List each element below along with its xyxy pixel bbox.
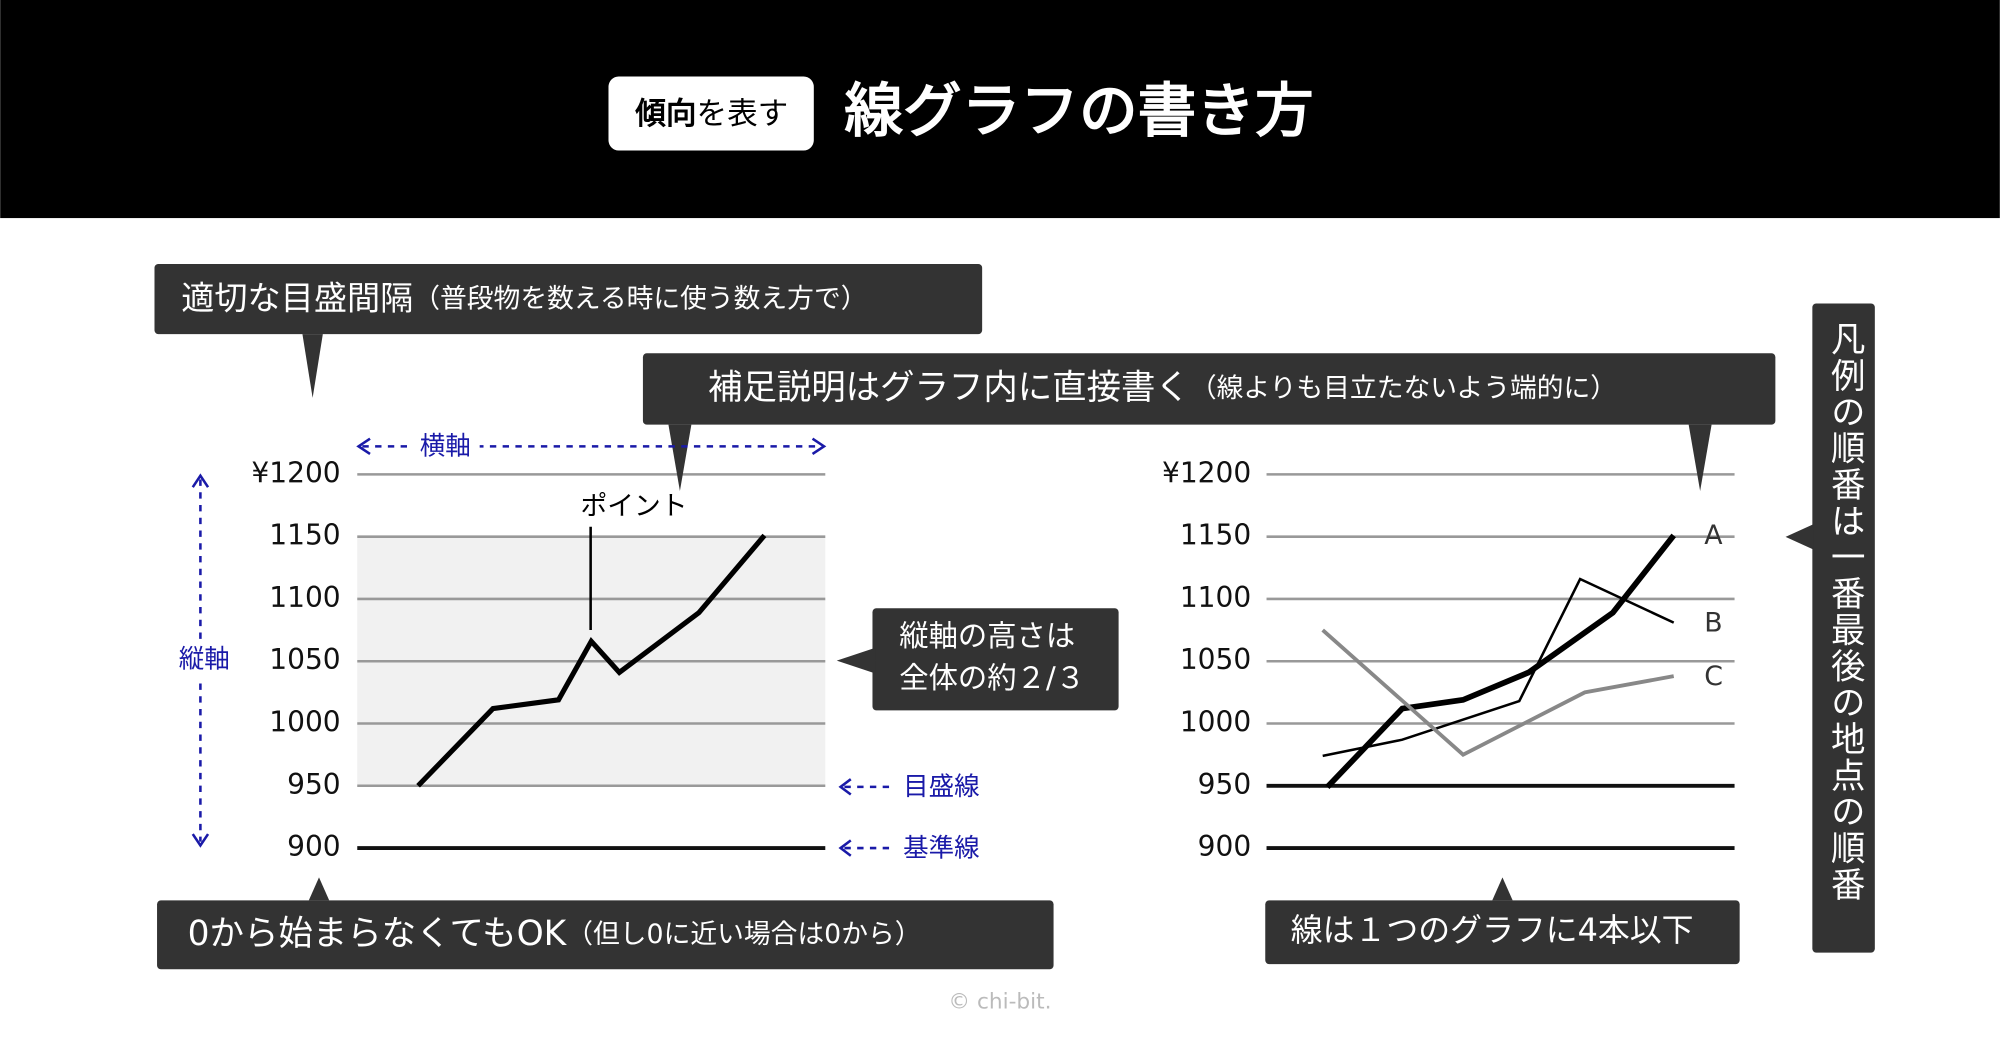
callout-text: 0から始まらなくてもOK（但し0に近い場合は0から） — [188, 913, 922, 953]
badge — [608, 76, 814, 151]
callout-origin: 0から始まらなくてもOK（但し0に近い場合は0から） — [157, 877, 1054, 970]
callout-note: （但し0に近い場合は0から） — [566, 918, 921, 949]
callout-legend-order: 凡例の順番は一番最後の地点の順番 — [1785, 303, 1875, 953]
y-tick-label: 1050 — [269, 643, 340, 676]
series-label: C — [1704, 661, 1723, 692]
baseline-guide-label: 基準線 — [903, 833, 980, 863]
series-label: A — [1704, 520, 1723, 551]
y-tick-label: 1000 — [269, 706, 340, 739]
y-tick-label: 1100 — [1180, 581, 1251, 614]
callout-annotation: 補足説明はグラフ内に直接書く（線よりも目立たないよう端的に） — [642, 353, 1776, 491]
point-label: ポイント — [580, 491, 687, 522]
page-title: 線グラフの書き方 — [844, 77, 1313, 145]
series-label: B — [1704, 607, 1722, 638]
badge-bold: 傾向 — [634, 96, 696, 131]
series-line — [1322, 577, 1675, 758]
x-axis-guide-label: 横軸 — [420, 432, 471, 462]
credit: © chi-bit. — [948, 989, 1051, 1014]
callout-text: 線は１つのグラフに4本以下 — [1291, 911, 1694, 949]
label-bg — [172, 642, 229, 679]
y-tick-label: 950 — [287, 768, 341, 801]
callout-line: 縦軸の高さは — [899, 619, 1075, 653]
y-tick-label: 950 — [1198, 768, 1252, 801]
y-tick-label: 1150 — [1180, 519, 1251, 552]
gridline-guide-label: 目盛線 — [903, 772, 980, 802]
badge-rest: を表す — [696, 96, 788, 131]
callout-main: 適切な目盛間隔 — [181, 278, 413, 317]
charts: 900 950 1000 1050 1100 1150 ¥1200 900 950 1000 105… — [251, 456, 1735, 863]
y-tick-label: 1000 — [1180, 706, 1251, 739]
callout-main: 補足説明はグラフ内に直接書く — [708, 367, 1190, 407]
callout-text: 適切な目盛間隔（普段物を数える時に使う数え方で） — [181, 278, 867, 317]
callout-note: （線よりも目立たないよう端的に） — [1190, 372, 1617, 403]
y-tick-label: 900 — [287, 830, 341, 863]
y-tick-label: ¥1200 — [251, 456, 340, 489]
callout-text: 凡例の順番は一番最後の地点の順番 — [1824, 321, 1865, 903]
y-axis-guide-label: 縦軸 — [179, 645, 230, 675]
callout-interval: 適切な目盛間隔（普段物を数える時に使う数え方で） — [154, 263, 983, 398]
y-tick-label: 1150 — [269, 519, 340, 552]
header-bar — [0, 0, 2000, 219]
callout-note: （普段物を数える時に使う数え方で） — [413, 283, 867, 314]
y-tick-label: ¥1200 — [1162, 456, 1251, 489]
callout-text: 補足説明はグラフ内に直接書く（線よりも目立たないよう端的に） — [708, 367, 1617, 407]
y-tick-label: 900 — [1198, 830, 1252, 863]
badge-text: 傾向を表す — [634, 96, 788, 131]
series-line — [1321, 628, 1675, 757]
callout-main: 0から始まらなくてもOK — [188, 913, 568, 953]
y-tick-label: 1050 — [1180, 643, 1251, 676]
y-tick-label: 1100 — [269, 581, 340, 614]
label-bg — [410, 431, 480, 462]
callout-line: 全体の約２/３ — [899, 661, 1085, 695]
callout-height: 縦軸の高さは 全体の約２/３ — [836, 608, 1119, 711]
data-line — [416, 533, 767, 788]
callout-count: 線は１つのグラフに4本以下 — [1265, 877, 1740, 965]
